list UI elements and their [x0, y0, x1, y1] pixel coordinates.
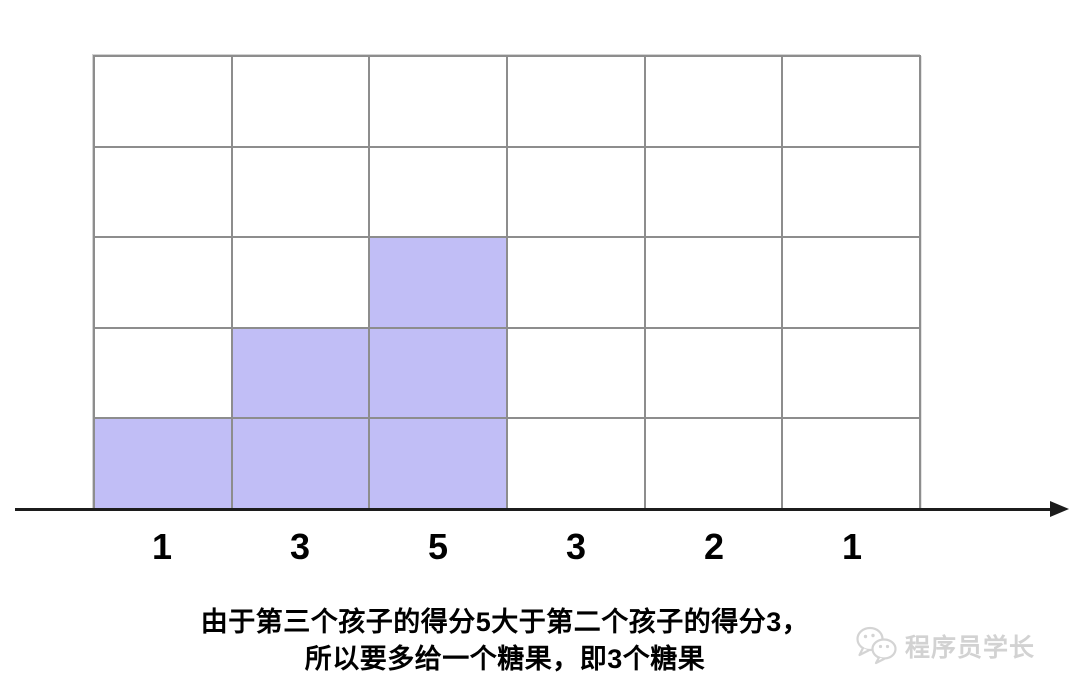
grid-cell: [645, 328, 784, 420]
grid-cell: [508, 328, 646, 420]
x-axis-label: 1: [841, 526, 863, 567]
grid-cell-filled: [95, 419, 233, 510]
grid-cell: [370, 57, 508, 148]
x-axis-label: 3: [289, 526, 311, 567]
grid-cell: [508, 57, 646, 148]
grid-cell-filled: [232, 419, 371, 510]
grid-cell: [508, 238, 646, 329]
grid-cell: [783, 238, 921, 329]
grid-cell: [370, 147, 508, 239]
grid-cell: [645, 238, 784, 329]
grid-cell: [783, 328, 921, 420]
caption-line-1: 由于第三个孩子的得分5大于第二个孩子的得分3，: [200, 607, 810, 637]
watermark-label: 程序员学长: [905, 634, 1036, 662]
grid-cell: [95, 57, 233, 148]
grid-cell: [508, 419, 646, 510]
watermark: 程序员学长: [854, 625, 1035, 667]
caption: 由于第三个孩子的得分5大于第二个孩子的得分3， 所以要多给一个糖果，即3个糖果: [60, 604, 950, 678]
x-axis-arrow-icon: [1050, 501, 1069, 517]
x-axis-labels: 1 3 5 3 2 1: [93, 526, 921, 568]
grid-cell: [783, 419, 921, 510]
x-axis-label: 3: [565, 526, 587, 567]
grid-cell: [95, 147, 233, 239]
grid-cell: [232, 57, 371, 148]
grid-cell: [645, 147, 784, 239]
grid-cell-filled: [370, 328, 508, 420]
grid-cell: [783, 147, 921, 239]
grid-cell: [232, 147, 371, 239]
x-axis-label: 1: [151, 526, 173, 567]
grid-cell: [645, 57, 784, 148]
x-axis-line: [15, 508, 1055, 511]
candy-grid: [93, 55, 921, 510]
grid-cell: [508, 147, 646, 239]
grid-cell: [232, 238, 371, 329]
grid-cell: [95, 238, 233, 329]
grid-cell: [95, 328, 233, 420]
wechat-icon: [856, 626, 897, 665]
x-axis-label: 2: [703, 526, 725, 567]
grid-cell-filled: [370, 419, 508, 510]
caption-line-2: 所以要多给一个糖果，即3个糖果: [304, 644, 706, 674]
grid-cell-filled: [370, 238, 508, 329]
grid-cell: [783, 57, 921, 148]
grid-cell-filled: [232, 328, 371, 420]
grid-cell: [645, 419, 784, 510]
x-axis-label: 5: [427, 526, 449, 567]
